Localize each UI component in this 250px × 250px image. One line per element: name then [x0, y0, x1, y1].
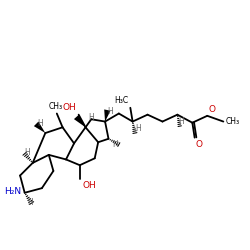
Text: H: H: [25, 148, 30, 157]
Text: H: H: [112, 140, 118, 149]
Polygon shape: [74, 115, 86, 127]
Polygon shape: [34, 122, 45, 133]
Text: H: H: [88, 112, 94, 122]
Text: H: H: [178, 117, 184, 126]
Text: H: H: [135, 124, 141, 133]
Text: H₂N: H₂N: [4, 187, 21, 196]
Text: O: O: [208, 104, 216, 114]
Text: H₃C: H₃C: [114, 96, 128, 106]
Text: CH₃: CH₃: [226, 117, 240, 126]
Text: OH: OH: [82, 181, 96, 190]
Polygon shape: [104, 110, 110, 122]
Text: CH₃: CH₃: [48, 102, 63, 111]
Text: OH: OH: [62, 103, 76, 112]
Text: H: H: [107, 107, 113, 116]
Text: O: O: [196, 140, 203, 149]
Text: H: H: [27, 198, 33, 207]
Text: H: H: [37, 120, 43, 128]
